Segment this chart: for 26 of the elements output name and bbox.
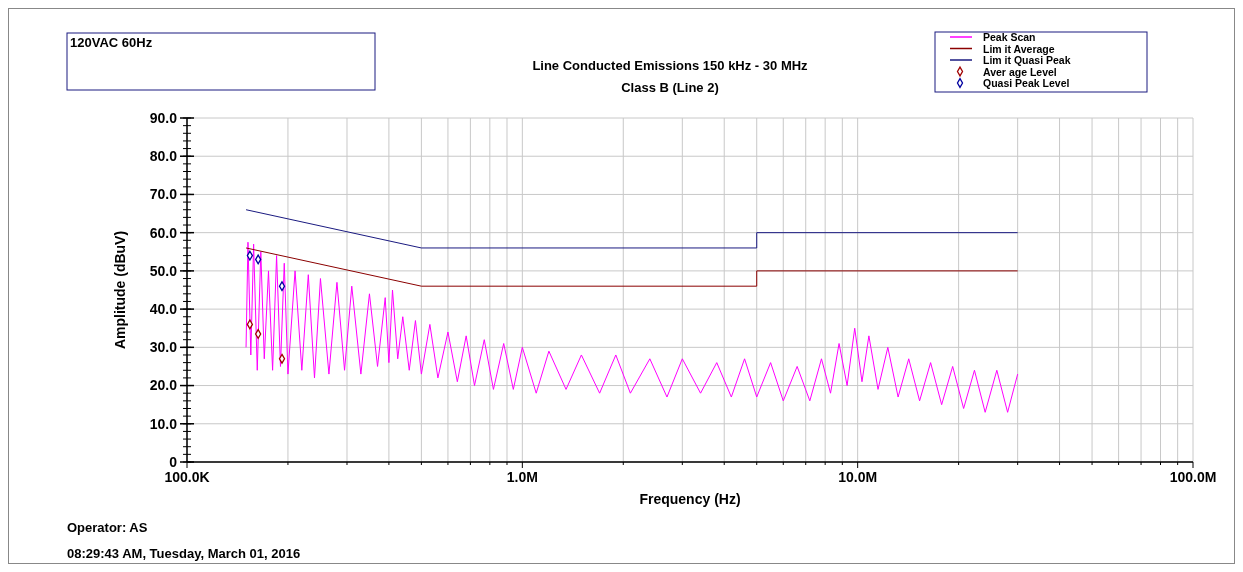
text: Operator: AS [67, 520, 148, 535]
x-tick-label: 10.0M [838, 469, 878, 485]
y-tick-label: 40.0 [149, 301, 178, 318]
x-tick-label: 1.0M [506, 469, 538, 485]
y-tick-label: 50.0 [149, 262, 178, 279]
x-axis-title: Frequency (Hz) [639, 491, 741, 507]
legend-label: Quasi Peak Level [983, 77, 1070, 89]
y-tick-label: 90.0 [149, 109, 178, 126]
legend-label: Peak Scan [983, 31, 1036, 43]
y-axis-title: Amplitude (dBuV) [112, 230, 128, 350]
y-tick-label: 10.0 [149, 415, 178, 432]
y-tick-label: 70.0 [149, 186, 178, 203]
y-tick-label: 80.0 [149, 148, 178, 165]
text: 08:29:43 AM, Tuesday, March 01, 2016 [67, 546, 301, 561]
chart-subtitle: Class B (Line 2) [621, 80, 719, 95]
legend-label: Aver age Level [983, 65, 1057, 78]
x-tick-label: 100.0M [1169, 469, 1217, 485]
legend-label: Lim it Quasi Peak [983, 54, 1071, 66]
legend-label: Lim it Average [983, 42, 1055, 55]
x-tick-label: 100.0K [164, 469, 210, 485]
y-tick-label: 0 [169, 453, 178, 470]
y-tick-label: 60.0 [149, 224, 178, 241]
text: 120VAC 60Hz [70, 35, 153, 50]
y-tick-label: 30.0 [149, 339, 178, 356]
chart-title: Line Conducted Emissions 150 kHz - 30 MHz [532, 58, 809, 73]
y-tick-label: 20.0 [149, 377, 178, 394]
